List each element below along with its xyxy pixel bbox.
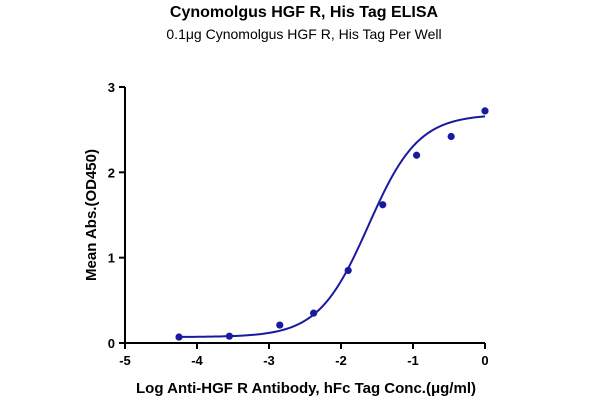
y-tick-label: 3: [108, 80, 115, 95]
fit-curve-group: [178, 115, 486, 338]
x-tick-label: -3: [263, 353, 275, 368]
x-tick-label: -4: [191, 353, 203, 368]
x-tick-label: -5: [119, 353, 131, 368]
data-point: [310, 309, 318, 317]
y-tick-label: 0: [108, 336, 115, 351]
data-points: [175, 107, 489, 341]
x-tick-label: 0: [481, 353, 488, 368]
ticks: -5 -4 -3 -2 -1 0 0 1 2 3: [108, 80, 489, 368]
x-tick-label: -1: [407, 353, 419, 368]
data-point: [413, 151, 421, 159]
x-axis-label: Log Anti-HGF R Antibody, hFc Tag Conc.(μ…: [136, 380, 476, 397]
data-point: [447, 132, 455, 141]
y-tick-label: 1: [108, 251, 115, 266]
x-tick-label: -2: [335, 353, 347, 368]
data-point: [481, 107, 489, 115]
data-point: [379, 201, 387, 209]
data-point: [344, 266, 352, 275]
data-point: [225, 332, 233, 340]
y-tick-label: 2: [108, 165, 115, 180]
fit-curve: [178, 115, 486, 338]
axes: [124, 87, 485, 344]
data-point: [276, 321, 284, 329]
y-axis-label: Mean Abs.(OD450): [83, 149, 100, 281]
chart-subtitle: 0.1μg Cynomolgus HGF R, His Tag Per Well: [166, 26, 441, 42]
chart-title: Cynomolgus HGF R, His Tag ELISA: [170, 4, 439, 21]
data-point: [175, 333, 183, 341]
